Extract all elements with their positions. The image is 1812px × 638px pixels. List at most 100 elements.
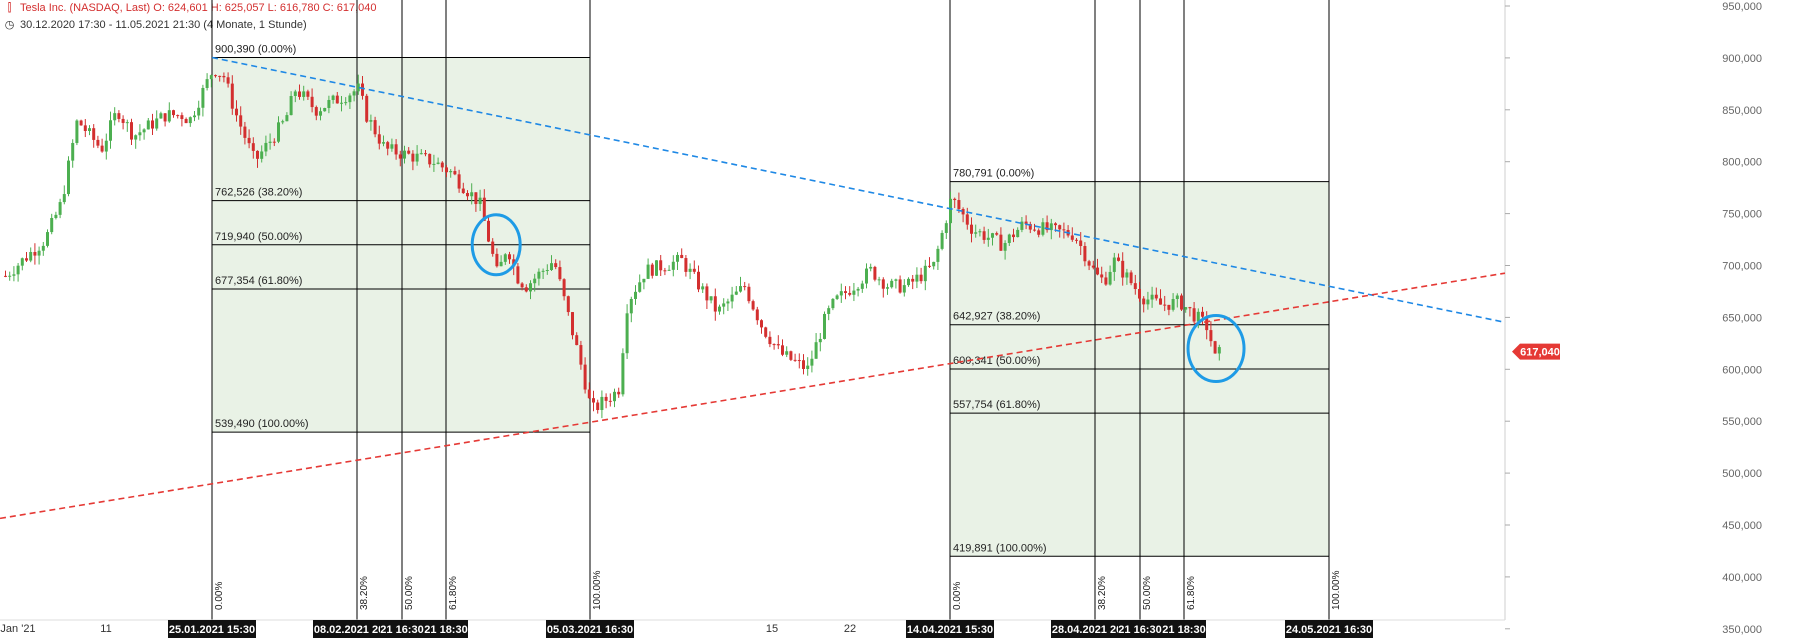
candle [394, 139, 398, 160]
candle-body [209, 75, 213, 80]
candle [314, 105, 318, 121]
candle-body [634, 291, 637, 299]
candle-body [1205, 316, 1209, 331]
candle [915, 267, 919, 289]
candle [37, 246, 41, 265]
candle [1188, 306, 1192, 317]
x-tick-label: 11 [100, 623, 111, 635]
candle [306, 89, 310, 101]
candle [970, 217, 973, 243]
candle [470, 183, 474, 205]
candle [604, 393, 608, 409]
candle-body [382, 142, 385, 144]
candle-body [1096, 267, 1099, 275]
candle-body [1100, 274, 1104, 278]
candle-body [495, 253, 499, 267]
candle-body [251, 143, 255, 151]
date-marker-bg [1162, 620, 1206, 638]
x-tick-label: Jan '21 [0, 623, 35, 635]
candle-body [1028, 224, 1032, 230]
candle-body [29, 251, 33, 261]
candle-body [592, 398, 595, 403]
candle [1100, 266, 1104, 284]
date-marker-bg [380, 620, 424, 638]
candle-body [907, 278, 910, 286]
y-tick-label: 700,000 [1722, 261, 1762, 273]
candle-body [571, 312, 574, 336]
candle-body [1201, 311, 1204, 317]
candle-body [440, 162, 444, 168]
candle [432, 154, 436, 172]
candle [239, 106, 243, 135]
candle-body [306, 91, 310, 97]
candle-body [726, 301, 730, 304]
candle [1070, 227, 1074, 242]
candle-body [491, 241, 495, 254]
candle [130, 118, 133, 146]
candle-body [806, 365, 810, 369]
candle-body [1121, 260, 1125, 278]
candle [655, 260, 658, 276]
date-marker-label: 21 16:30 [1118, 624, 1161, 636]
candle [890, 278, 894, 289]
candle [298, 84, 301, 100]
candle [1049, 218, 1053, 240]
candle [751, 299, 755, 311]
candle [440, 161, 444, 172]
candle-body [1171, 299, 1175, 310]
fib-time-pct: 38.20% [1097, 576, 1108, 610]
fib-time-pct: 100.00% [1331, 570, 1342, 610]
candle [571, 312, 574, 340]
candle-body [432, 163, 436, 165]
y-tick-label: 750,000 [1722, 209, 1762, 221]
candle-body [558, 267, 562, 280]
candle [1159, 289, 1162, 305]
candle-body [953, 198, 957, 201]
candle [760, 319, 763, 334]
candle-body [529, 283, 532, 292]
chart-title: ⫿ Tesla Inc. (NASDAQ, Last) O: 624,601 H:… [4, 2, 377, 15]
candle-body [516, 266, 520, 284]
candle-body [478, 197, 482, 205]
candle [188, 116, 192, 127]
candle [100, 138, 104, 153]
candle-body [915, 274, 919, 282]
candle [701, 283, 705, 294]
candle [844, 286, 847, 300]
candle [881, 277, 885, 298]
candle-body [974, 232, 978, 234]
candle-body [755, 309, 759, 321]
candle [20, 257, 24, 271]
candle [529, 280, 532, 300]
candle [67, 156, 70, 197]
candle-body [1104, 277, 1108, 285]
candle [1041, 218, 1045, 237]
candle-body [361, 83, 364, 96]
candle-body [25, 258, 28, 261]
candle [1007, 233, 1011, 246]
candle-body [797, 360, 801, 362]
candle-body [50, 217, 54, 233]
candle [62, 185, 66, 205]
date-marker-bg [424, 620, 468, 638]
date-marker: 08.02.2021 20:30 [313, 620, 401, 638]
fib-level-label: 677,354 (61.80%) [215, 275, 302, 287]
candle-body [852, 290, 856, 295]
candle-body [713, 296, 717, 312]
candle [419, 149, 423, 155]
candle [155, 110, 159, 131]
candle [697, 265, 700, 293]
candle [562, 278, 566, 301]
y-tick-label: 450,000 [1722, 520, 1762, 532]
candle-body [184, 119, 188, 124]
candle [1117, 253, 1120, 262]
candle [957, 192, 961, 213]
candle [436, 157, 440, 165]
candle [629, 296, 633, 323]
candle-body [457, 174, 461, 189]
candle [58, 198, 62, 219]
candle [823, 311, 826, 340]
candle [781, 339, 784, 357]
candle-body [856, 288, 860, 291]
